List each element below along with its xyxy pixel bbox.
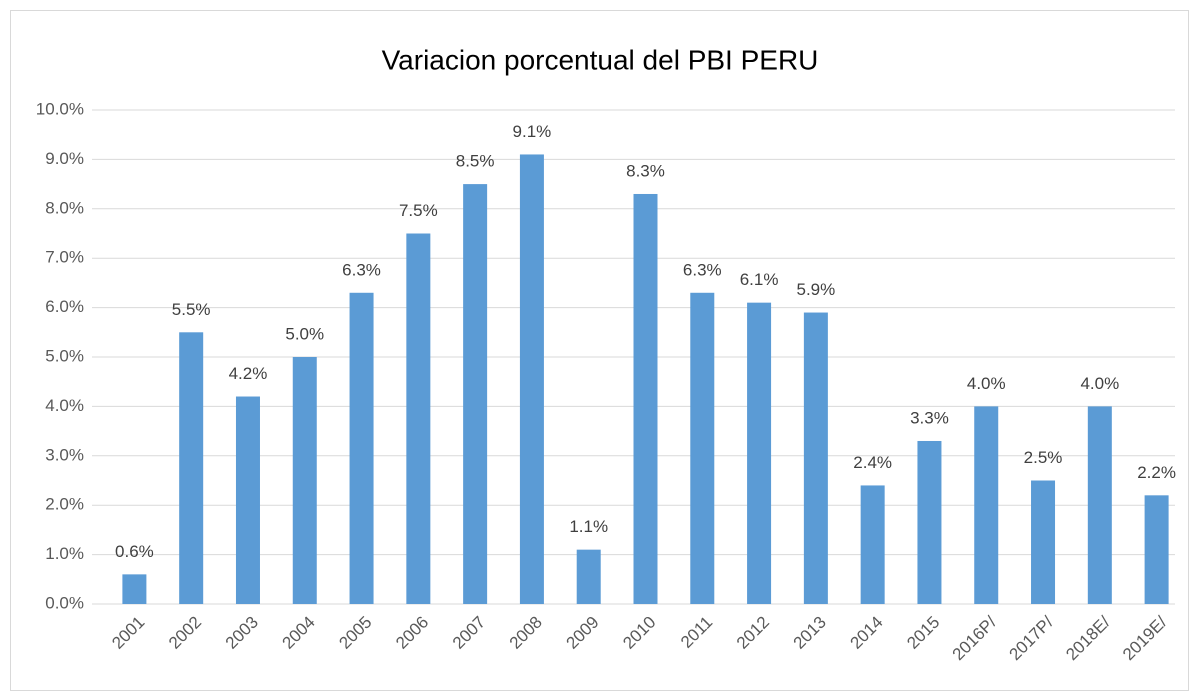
bar — [179, 332, 204, 604]
y-tick-label: 9.0% — [45, 149, 84, 168]
y-tick-label: 10.0% — [36, 99, 84, 118]
y-tick-label: 4.0% — [45, 396, 84, 415]
value-label: 5.5% — [172, 300, 211, 319]
y-tick-label: 5.0% — [45, 346, 84, 365]
value-label: 4.0% — [1080, 374, 1119, 393]
value-label: 5.0% — [285, 324, 324, 343]
value-label: 2.5% — [1024, 448, 1063, 467]
value-label: 4.2% — [229, 364, 268, 383]
y-tick-label: 3.0% — [45, 445, 84, 464]
bar — [860, 485, 885, 604]
bar — [406, 233, 431, 604]
y-tick-label: 8.0% — [45, 198, 84, 217]
bar — [690, 292, 715, 604]
value-label: 6.3% — [683, 260, 722, 279]
bar — [917, 440, 942, 604]
value-label: 2.2% — [1137, 463, 1176, 482]
value-label: 7.5% — [399, 201, 438, 220]
bar — [747, 302, 772, 604]
bar — [633, 193, 658, 605]
y-tick-label: 0.0% — [45, 593, 84, 612]
value-label: 9.1% — [513, 122, 552, 141]
bar — [1144, 495, 1169, 604]
value-label: 3.3% — [910, 408, 949, 427]
value-label: 0.6% — [115, 542, 154, 561]
bar — [463, 184, 488, 604]
bar — [292, 357, 317, 604]
y-tick-label: 1.0% — [45, 544, 84, 563]
bar — [803, 312, 828, 604]
y-tick-label: 7.0% — [45, 248, 84, 267]
value-label: 6.1% — [740, 270, 779, 289]
bar — [235, 396, 260, 604]
bar — [1031, 480, 1056, 604]
value-label: 8.5% — [456, 152, 495, 171]
value-label: 1.1% — [569, 517, 608, 536]
bar — [349, 292, 374, 604]
bar — [519, 154, 544, 604]
value-label: 8.3% — [626, 161, 665, 180]
chart-title: Variacion porcentual del PBI PERU — [382, 44, 819, 75]
bar — [576, 549, 601, 604]
y-tick-label: 6.0% — [45, 297, 84, 316]
bar — [1087, 406, 1112, 604]
bar — [122, 574, 147, 604]
value-label: 2.4% — [853, 453, 892, 472]
value-label: 6.3% — [342, 260, 381, 279]
bar — [974, 406, 999, 604]
value-label: 5.9% — [796, 280, 835, 299]
y-tick-label: 2.0% — [45, 495, 84, 514]
value-label: 4.0% — [967, 374, 1006, 393]
